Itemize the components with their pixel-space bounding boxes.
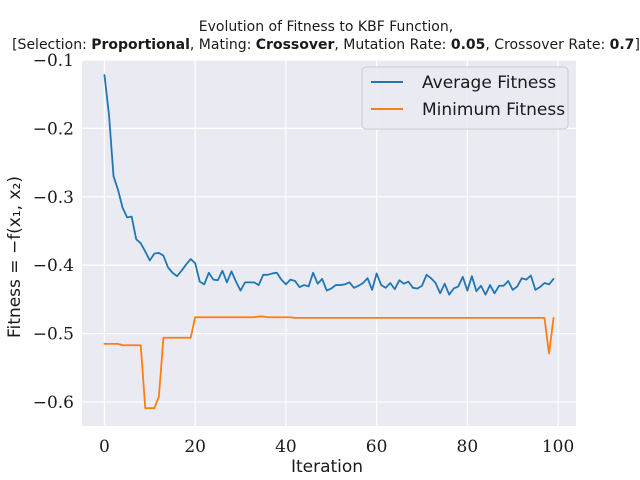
title-part-0: [Selection: [12,37,91,53]
y-axis-label: Fitness = −f(x₁, x₂) [5,176,25,338]
y-tick-label-1: −0.2 [33,119,74,139]
series-line-1 [103,315,555,410]
x-tick-label-0: 0 [99,437,110,457]
x-tick-label-3: 60 [366,437,388,457]
x-tick-label-4: 80 [457,437,479,457]
y-tick-label-4: −0.5 [33,325,74,345]
title-part-1: Proportional [91,37,190,53]
legend: Average Fitness Minimum Fitness [361,66,569,130]
title-part-8: ] [634,37,639,53]
x-tick-label-5: 100 [542,437,574,457]
title-part-7: 0.7 [610,37,635,53]
chart-title-line-1: Evolution of Fitness to KBF Function, [199,19,453,35]
legend-label-0: Average Fitness [422,73,556,93]
tick-labels: 0 20 40 60 80 100 −0.1 −0.2 −0.3 −0.4 −0.5 −0.6 [33,51,575,457]
title-part-5: 0.05 [451,37,486,53]
x-tick-label-2: 40 [275,437,297,457]
series-line-0 [103,74,555,296]
y-tick-label-5: −0.6 [33,393,74,413]
y-tick-label-2: −0.3 [33,188,74,208]
title-part-2: , Mating: [190,37,256,53]
y-tick-label-0: −0.1 [33,51,74,71]
title-part-3: Crossover [256,37,335,53]
chart-title-line-2: [Selection: Proportional, Mating: Crosso… [12,37,640,53]
legend-box [361,66,569,130]
title-part-4: , Mutation Rate: [334,37,450,53]
title-part-6: , Crossover Rate: [485,37,609,53]
legend-label-1: Minimum Fitness [422,100,565,120]
y-tick-label-3: −0.4 [33,256,74,276]
x-axis-label: Iteration [291,457,363,477]
x-tick-label-1: 20 [184,437,206,457]
series-lines [103,74,555,410]
